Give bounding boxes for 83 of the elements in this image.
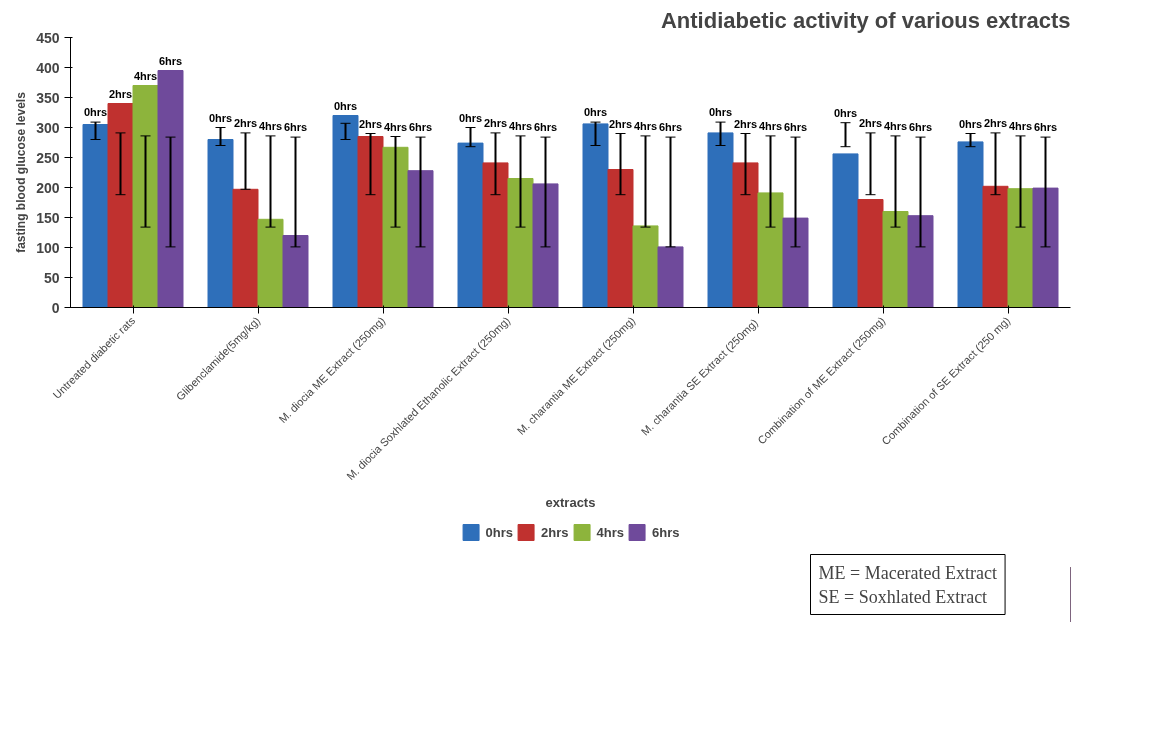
text: 2hrs (733, 117, 758, 130)
bar (82, 124, 109, 308)
y-tick-label: 250 (36, 149, 60, 166)
text: 4hrs (1008, 119, 1033, 132)
bar (107, 103, 134, 308)
y-tick-label: 200 (36, 179, 60, 196)
bar (732, 162, 759, 308)
legend-label: 4hrs (596, 524, 624, 540)
x-axis-title: extracts (545, 494, 596, 510)
bar (257, 218, 284, 308)
text: 6hrs (1033, 121, 1058, 134)
bar (207, 139, 234, 308)
bar (882, 211, 909, 308)
text: 4hrs (133, 69, 158, 82)
bar (607, 169, 634, 308)
y-tick-label: 150 (36, 209, 60, 226)
bar (657, 246, 684, 308)
text: 6hrs (408, 121, 433, 134)
bar (507, 178, 534, 308)
bar (632, 225, 659, 308)
y-tick-label: 0 (51, 299, 60, 316)
text: 0hrs (833, 106, 858, 119)
bar (857, 199, 884, 308)
bar (582, 123, 609, 308)
bar (982, 185, 1009, 308)
bar (957, 141, 984, 308)
text: 4hrs (758, 119, 783, 132)
text: 4hrs (508, 119, 533, 132)
text: 0hrs (208, 111, 233, 124)
bar (532, 183, 559, 308)
y-tick-label: 100 (36, 239, 60, 256)
text: 2hrs (233, 116, 258, 129)
legend-label: 2hrs (541, 524, 569, 540)
bar (757, 192, 784, 308)
text: 6hrs (658, 121, 683, 134)
bar (132, 85, 159, 308)
bar (782, 217, 809, 308)
text: 6hrs (533, 121, 558, 134)
y-tick-label: 50 (43, 269, 60, 286)
text: 2hrs (483, 116, 508, 129)
bar (1007, 188, 1034, 308)
text: 6hrs (283, 121, 308, 134)
text: 4hrs (633, 119, 658, 132)
bar (357, 136, 384, 308)
bar (407, 170, 434, 308)
y-tick-label: 300 (36, 119, 60, 136)
text: 4hrs (383, 120, 408, 133)
text: 2hrs (858, 116, 883, 129)
text: 4hrs (883, 119, 908, 132)
bar (832, 153, 859, 308)
bar (382, 146, 409, 308)
legend-label: 6hrs (651, 524, 680, 540)
bar (457, 142, 484, 308)
text: 0hrs (333, 99, 358, 112)
legend-label: 0hrs (485, 524, 514, 540)
bar (232, 188, 259, 308)
text: 2hrs (983, 116, 1008, 129)
text: 0hrs (458, 111, 483, 124)
y-axis-title: fasting blood glucose levels (14, 91, 29, 253)
text: 0hrs (958, 117, 983, 130)
y-tick-label: 400 (36, 59, 60, 76)
text: ME = Macerated Extract (818, 562, 998, 583)
bar (907, 215, 934, 308)
text: 0hrs (708, 106, 733, 119)
chart-title: Antidiabetic activity of various extracts (660, 7, 1071, 33)
text: SE = Soxhlated Extract (818, 586, 988, 607)
text: 6hrs (158, 54, 183, 67)
text: 4hrs (258, 119, 283, 132)
bar (482, 162, 509, 308)
text: 2hrs (358, 117, 383, 130)
bar (1032, 187, 1059, 308)
text: 0hrs (583, 106, 608, 119)
y-tick-label: 450 (36, 29, 60, 46)
text: 2hrs (108, 87, 133, 100)
text: 0hrs (83, 106, 108, 119)
bar (707, 132, 734, 308)
bar (157, 70, 184, 308)
text: 6hrs (783, 121, 808, 134)
bar (332, 115, 359, 308)
y-tick-label: 350 (36, 89, 60, 106)
text: 2hrs (608, 117, 633, 130)
bar (282, 235, 309, 308)
text: 6hrs (908, 121, 933, 134)
